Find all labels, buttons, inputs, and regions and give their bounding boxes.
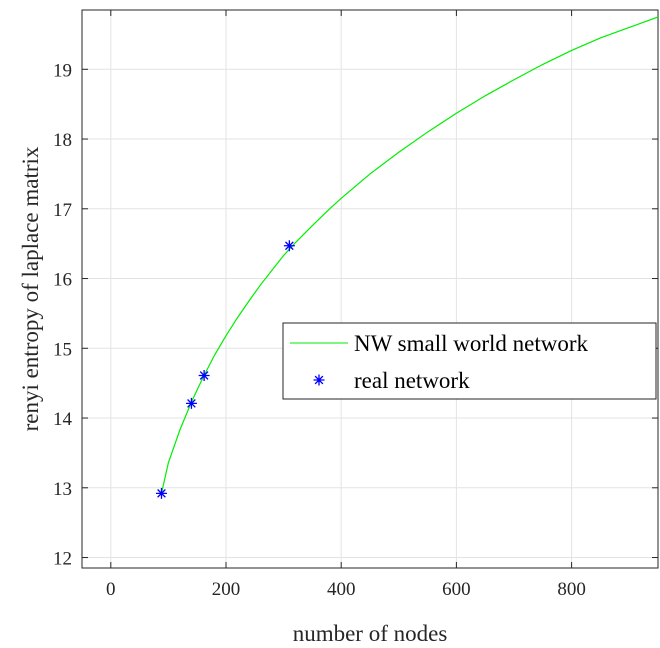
series-layer — [160, 16, 658, 494]
legend-label-nw-small-world: NW small world network — [354, 331, 589, 356]
series-line-nw-small-world — [160, 16, 658, 494]
legend-star-marker-icon — [313, 374, 325, 386]
y-tick-label: 14 — [53, 409, 73, 430]
markers-layer — [155, 240, 295, 499]
x-tick-label: 400 — [327, 579, 356, 600]
y-axis-label: renyi entropy of laplace matrix — [18, 146, 43, 431]
y-tick-label: 13 — [53, 479, 72, 500]
data-point-real-network — [198, 369, 210, 381]
y-tick-label: 18 — [53, 130, 72, 151]
plot-area-border — [81, 9, 659, 569]
x-axis-label: number of nodes — [293, 621, 448, 646]
legend-box — [282, 322, 657, 400]
x-tick-labels: 0 200 400 600 800 — [106, 579, 586, 600]
x-tick-label: 0 — [106, 579, 116, 600]
y-tick-labels: 12 13 14 15 16 17 18 19 — [53, 60, 73, 569]
x-tick-label: 600 — [442, 579, 471, 600]
grid-lines — [82, 10, 658, 568]
y-tick-label: 19 — [53, 60, 72, 81]
y-tick-label: 17 — [53, 200, 72, 221]
legend: NW small world network real network — [282, 322, 657, 400]
data-point-real-network — [185, 397, 197, 409]
data-point-real-network — [283, 240, 295, 252]
axis-ticks — [82, 10, 658, 568]
legend-label-real-network: real network — [354, 368, 470, 393]
y-tick-label: 12 — [53, 549, 72, 570]
data-point-real-network — [155, 487, 167, 499]
y-tick-label: 15 — [53, 339, 72, 360]
x-tick-label: 800 — [557, 579, 586, 600]
x-tick-label: 200 — [212, 579, 241, 600]
legend-star-marker — [313, 374, 325, 386]
y-tick-label: 16 — [53, 270, 72, 291]
